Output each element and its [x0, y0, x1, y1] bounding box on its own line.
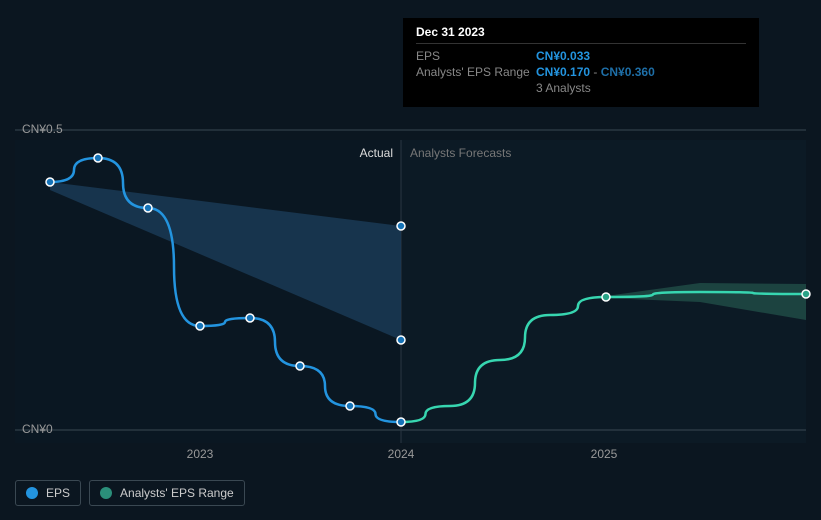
legend-item-range[interactable]: Analysts' EPS Range: [89, 480, 245, 506]
tooltip-date: Dec 31 2023: [416, 25, 746, 44]
legend-item-eps[interactable]: EPS: [15, 480, 81, 506]
y-axis-label-top: CN¥0.5: [22, 122, 63, 136]
svg-text:2025: 2025: [591, 447, 618, 461]
tooltip-range-label: Analysts' EPS Range: [416, 65, 536, 79]
chart-tooltip: Dec 31 2023 EPS CN¥0.033 Analysts' EPS R…: [403, 18, 759, 107]
svg-text:2023: 2023: [187, 447, 214, 461]
legend-label-range: Analysts' EPS Range: [120, 486, 234, 500]
y-axis-label-zero: CN¥0: [22, 422, 53, 436]
region-label-actual: Actual: [360, 146, 393, 160]
legend-label-eps: EPS: [46, 486, 70, 500]
legend: EPS Analysts' EPS Range: [15, 480, 245, 506]
legend-dot-eps: [26, 487, 38, 499]
tooltip-analysts: 3 Analysts: [416, 81, 591, 95]
tooltip-eps-label: EPS: [416, 49, 536, 63]
legend-dot-range: [100, 487, 112, 499]
svg-text:2024: 2024: [388, 447, 415, 461]
region-label-forecast: Analysts Forecasts: [410, 146, 511, 160]
tooltip-range-value: CN¥0.170 - CN¥0.360: [536, 65, 655, 79]
tooltip-eps-value: CN¥0.033: [536, 49, 590, 63]
